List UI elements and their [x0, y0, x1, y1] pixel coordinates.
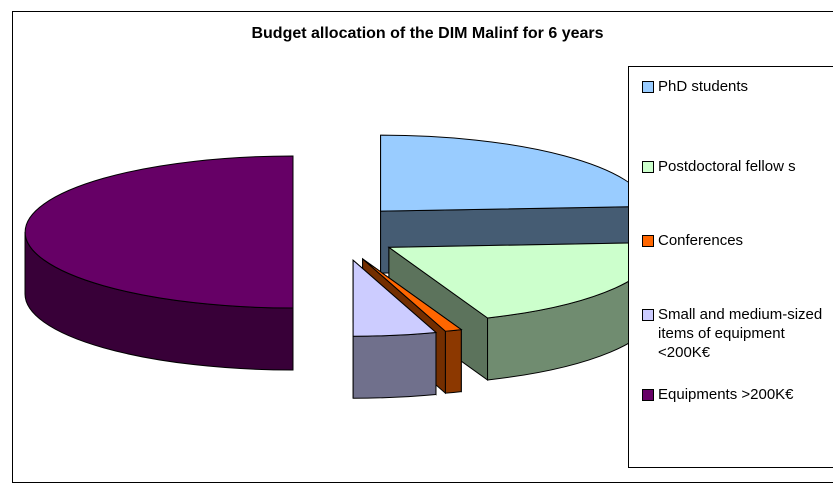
- legend-swatch: [642, 81, 654, 93]
- pie-slice: [362, 258, 463, 332]
- pie-slice: [24, 155, 294, 309]
- pie-slice-edge: [352, 331, 437, 399]
- legend-swatch: [642, 161, 654, 173]
- pie-slice-group: [352, 259, 438, 399]
- legend-item: Small and medium-sized items of equipmen…: [642, 305, 833, 362]
- legend-swatch: [642, 309, 654, 321]
- chart-title: Budget allocation of the DIM Malinf for …: [251, 25, 604, 42]
- legend-item: PhD students: [642, 77, 748, 96]
- legend-item: Conferences: [642, 231, 743, 250]
- pie-slice: [380, 134, 649, 212]
- legend-label: Conferences: [658, 232, 744, 249]
- legend-label: PhD students: [658, 78, 749, 95]
- pie-slice-group: [24, 155, 294, 371]
- pie-slice: [352, 259, 438, 337]
- legend-item: Equipments >200K€: [642, 385, 794, 404]
- legend: PhD students Postdoctoral fellow s Confere…: [628, 66, 833, 468]
- legend-swatch: [642, 389, 654, 401]
- legend-label: Small and medium-sized items of equipmen…: [658, 306, 823, 361]
- legend-item: Postdoctoral fellow s: [642, 157, 796, 176]
- legend-label: Equipments >200K€: [658, 386, 794, 403]
- pie-slice-edge: [444, 329, 462, 394]
- legend-swatch: [642, 235, 654, 247]
- legend-label: Postdoctoral fellow s: [658, 158, 796, 175]
